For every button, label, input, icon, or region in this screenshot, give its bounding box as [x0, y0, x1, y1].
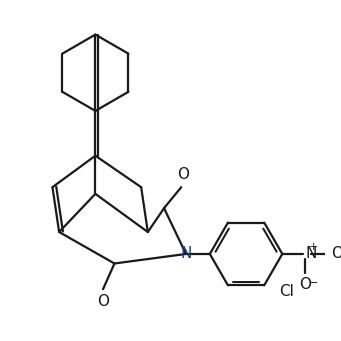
Text: N: N	[305, 247, 316, 262]
Text: +: +	[309, 242, 318, 252]
Text: O: O	[97, 294, 109, 309]
Text: O: O	[299, 277, 311, 292]
Text: O: O	[331, 247, 341, 262]
Text: −: −	[309, 278, 318, 287]
Text: O: O	[177, 167, 189, 182]
Text: N: N	[180, 247, 192, 262]
Text: Cl: Cl	[280, 284, 294, 299]
